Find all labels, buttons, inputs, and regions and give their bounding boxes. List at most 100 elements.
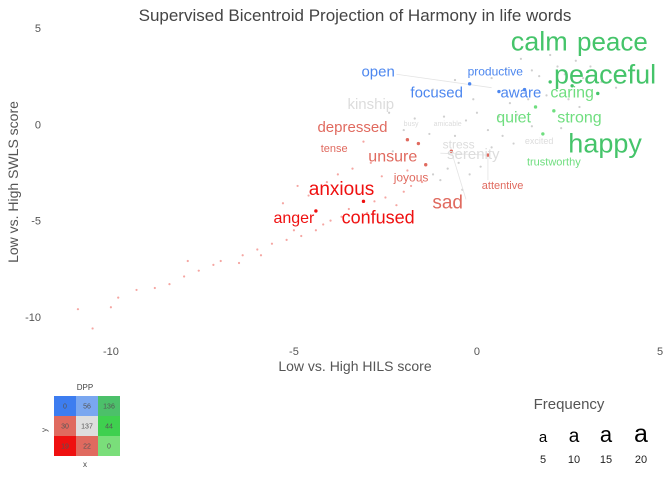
inset-cell <box>54 436 76 456</box>
legend-label: 15 <box>600 454 612 466</box>
data-point <box>449 149 454 153</box>
inset-cell <box>54 416 76 436</box>
background-point <box>607 69 610 72</box>
x-tick-label: -10 <box>103 346 119 358</box>
background-point <box>296 184 299 188</box>
word-label: tense <box>321 143 348 155</box>
background-point <box>91 327 94 330</box>
leader-lines-layer <box>396 73 492 200</box>
background-point <box>600 80 603 84</box>
background-point <box>464 119 468 122</box>
background-point <box>508 102 512 105</box>
leader-line <box>450 151 467 200</box>
data-point <box>596 91 600 96</box>
x-tick-label: 0 <box>474 346 480 358</box>
background-point <box>582 76 585 80</box>
word-label: anger <box>273 210 315 227</box>
background-point <box>336 173 339 176</box>
background-point <box>380 175 383 178</box>
background-point <box>340 215 343 218</box>
background-point <box>446 167 449 170</box>
background-point <box>369 161 372 164</box>
data-point <box>570 84 574 88</box>
background-point <box>428 132 431 136</box>
word-label: happy <box>568 129 642 159</box>
background-point <box>442 115 446 118</box>
background-point <box>355 221 358 224</box>
background-point <box>402 190 405 193</box>
legend-glyph: a <box>569 426 580 447</box>
background-point <box>457 161 460 164</box>
background-point <box>237 261 241 265</box>
background-point <box>212 263 215 266</box>
background-point <box>567 98 570 101</box>
word-label: serenity <box>447 146 500 163</box>
background-point <box>329 219 332 222</box>
background-point <box>574 59 577 62</box>
background-point <box>300 234 303 238</box>
legend-title: Frequency <box>534 396 605 413</box>
inset-cell-value: 30 <box>61 424 69 431</box>
inset-cell <box>98 396 120 416</box>
legend-glyph: a <box>600 422 613 447</box>
word-label: busy <box>404 121 419 128</box>
word-label: aware <box>500 84 541 101</box>
background-point <box>614 86 618 89</box>
background-point <box>259 254 263 257</box>
y-tick-label: -10 <box>25 312 41 324</box>
background-point <box>589 65 592 68</box>
word-label: trustworthy <box>527 157 581 169</box>
data-point <box>548 80 552 84</box>
background-point <box>347 207 350 211</box>
background-point <box>270 242 274 245</box>
background-point <box>479 165 482 168</box>
inset-cell <box>98 436 120 456</box>
background-point <box>516 113 519 116</box>
word-label: excited <box>525 136 554 146</box>
background-point <box>241 254 244 257</box>
data-point <box>467 82 472 86</box>
background-point <box>497 115 501 118</box>
word-label: strong <box>557 110 601 127</box>
y-tick-label: 0 <box>35 119 41 131</box>
background-point <box>281 202 285 205</box>
background-point <box>409 184 413 188</box>
background-point <box>475 111 479 114</box>
word-label: peaceful <box>554 59 656 89</box>
inset-title: DPP <box>77 383 93 392</box>
background-point <box>292 229 296 232</box>
background-point <box>490 76 493 80</box>
word-label: caring <box>550 85 594 102</box>
inset-cell-value: 19 <box>61 444 69 451</box>
data-point <box>497 89 501 94</box>
background-point <box>453 78 457 82</box>
data-point <box>416 141 421 146</box>
leader-line <box>396 73 492 89</box>
word-label: anxious <box>309 179 375 200</box>
background-point <box>406 169 409 172</box>
inset-cell <box>76 396 98 416</box>
background-point <box>512 142 515 145</box>
background-point <box>545 94 548 97</box>
axis-ticks-layer: -10 -5 0 5 -10 -5 0 5 <box>25 23 663 358</box>
legend-glyph: a <box>634 420 648 448</box>
word-label: open <box>361 63 394 80</box>
word-label: quiet <box>496 110 531 127</box>
word-label: joyous <box>393 170 429 184</box>
background-point <box>530 125 533 128</box>
background-point <box>431 173 435 176</box>
background-point <box>490 146 493 149</box>
background-point <box>519 57 522 60</box>
inset-cell-value: 136 <box>103 404 115 411</box>
legend-glyph: a <box>539 429 548 446</box>
x-tick-label: 5 <box>657 346 663 358</box>
background-point <box>183 275 186 278</box>
background-point <box>366 211 369 214</box>
word-label: focused <box>410 84 463 101</box>
legend-label: 5 <box>540 454 546 466</box>
background-point <box>472 98 475 101</box>
background-point <box>585 94 588 97</box>
y-tick-label: -5 <box>31 216 41 228</box>
word-label: attentive <box>482 180 524 192</box>
y-tick-label: 5 <box>35 23 41 35</box>
